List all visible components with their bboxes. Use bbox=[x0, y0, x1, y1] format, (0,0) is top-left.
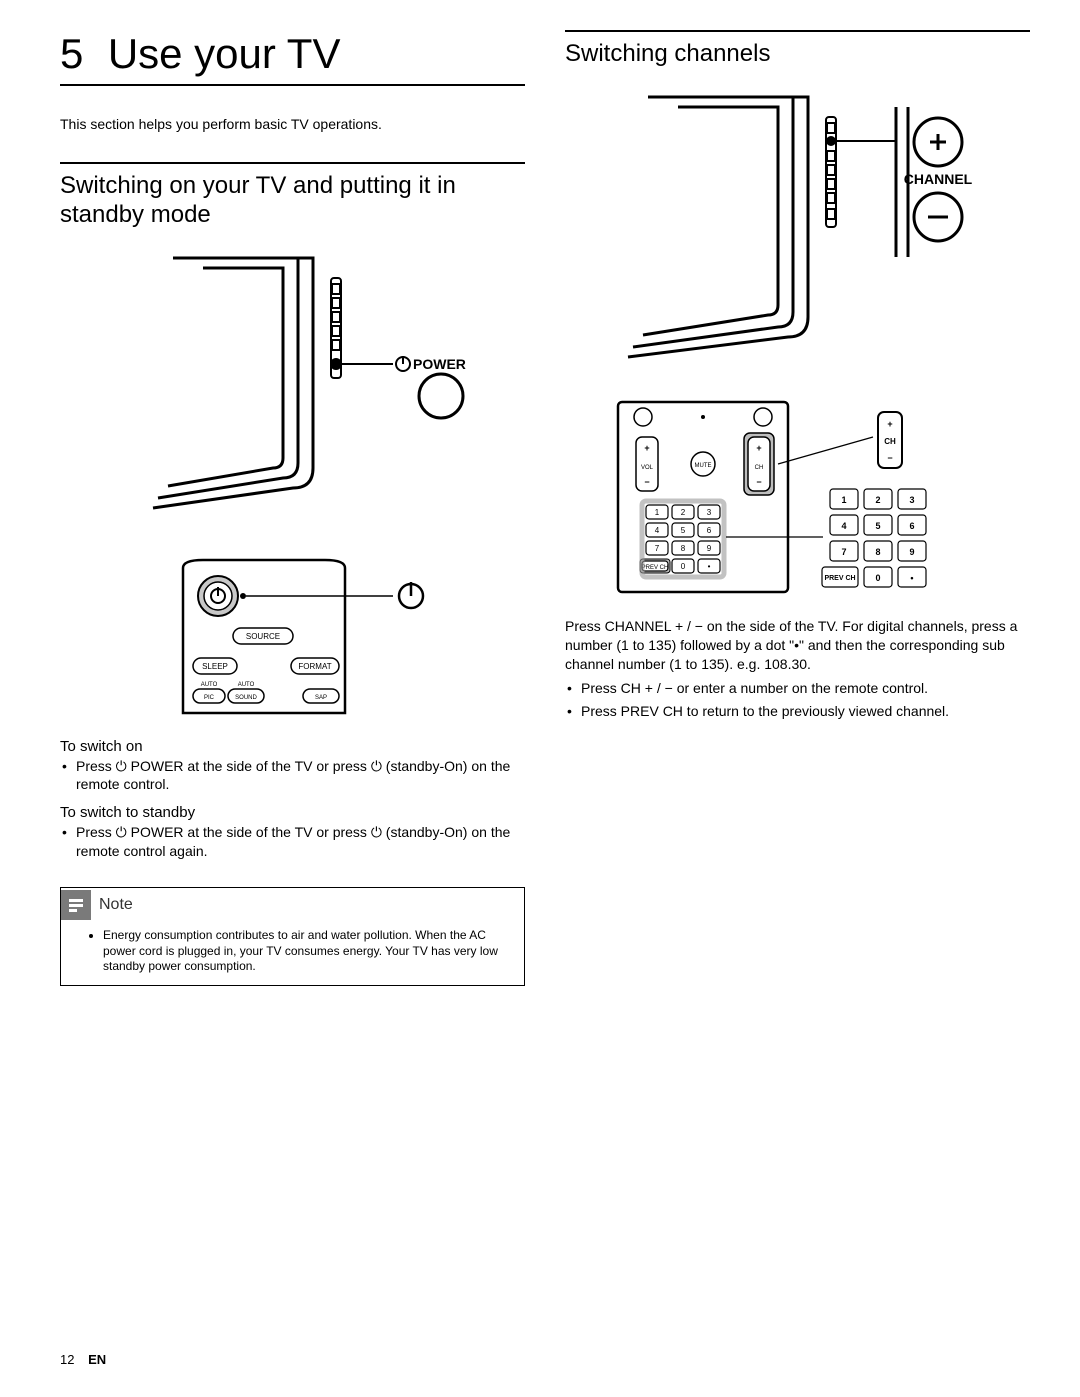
svg-text:PREV CH: PREV CH bbox=[641, 565, 668, 571]
svg-text:−: − bbox=[756, 477, 761, 487]
svg-text:4: 4 bbox=[654, 526, 659, 535]
svg-text:•: • bbox=[910, 573, 913, 583]
remote-power-diagram: SOURCE SLEEP FORMAT AUTO PIC AUTO SOUND … bbox=[60, 558, 525, 718]
svg-text:2: 2 bbox=[875, 495, 880, 505]
standby-list: Press ⏻ POWER at the side of the TV or p… bbox=[60, 823, 525, 861]
svg-text:−: − bbox=[644, 477, 649, 487]
svg-text:•: • bbox=[707, 562, 710, 571]
svg-text:4: 4 bbox=[841, 521, 846, 531]
channel-bullet-1: Press CH + / − or enter a number on the … bbox=[581, 679, 1030, 698]
svg-text:AUTO: AUTO bbox=[237, 682, 254, 688]
svg-text:2: 2 bbox=[680, 508, 685, 517]
svg-text:9: 9 bbox=[706, 544, 711, 553]
standby-item: Press ⏻ POWER at the side of the TV or p… bbox=[76, 823, 525, 861]
left-column: 5 Use your TV This section helps you per… bbox=[60, 30, 525, 986]
svg-text:0: 0 bbox=[680, 562, 685, 571]
channel-bullet-2: Press PREV CH to return to the previousl… bbox=[581, 702, 1030, 721]
svg-text:CH: CH bbox=[884, 437, 896, 446]
svg-text:3: 3 bbox=[706, 508, 711, 517]
svg-text:3: 3 bbox=[909, 495, 914, 505]
svg-text:SLEEP: SLEEP bbox=[202, 662, 228, 671]
page-number: 12 bbox=[60, 1352, 74, 1367]
section-title-standby: Switching on your TV and putting it in s… bbox=[60, 162, 525, 230]
svg-text:+: + bbox=[756, 443, 761, 453]
svg-text:+: + bbox=[887, 419, 892, 429]
svg-text:+: + bbox=[644, 443, 649, 453]
svg-text:PREV CH: PREV CH bbox=[824, 575, 855, 582]
tv-channel-diagram: CHANNEL bbox=[565, 87, 1030, 377]
svg-text:CH: CH bbox=[754, 465, 763, 471]
switch-on-item: Press ⏻ POWER at the side of the TV or p… bbox=[76, 757, 525, 795]
svg-text:7: 7 bbox=[841, 547, 846, 557]
power-label: POWER bbox=[413, 356, 466, 372]
note-body-text: Energy consumption contributes to air an… bbox=[103, 928, 510, 975]
svg-text:SAP: SAP bbox=[314, 695, 326, 701]
channel-body: Press CHANNEL + / − on the side of the T… bbox=[565, 617, 1030, 674]
svg-text:9: 9 bbox=[909, 547, 914, 557]
switch-on-list: Press ⏻ POWER at the side of the TV or p… bbox=[60, 757, 525, 795]
standby-head: To switch to standby bbox=[60, 804, 525, 821]
svg-text:0: 0 bbox=[875, 573, 880, 583]
remote-channel-diagram: + VOL − MUTE + CH − 1 2 3 4 5 bbox=[565, 397, 1030, 597]
chapter-header: 5 Use your TV bbox=[60, 30, 525, 86]
svg-text:MUTE: MUTE bbox=[694, 463, 711, 469]
svg-text:6: 6 bbox=[706, 526, 711, 535]
svg-text:6: 6 bbox=[909, 521, 914, 531]
right-column: Switching channels bbox=[565, 30, 1030, 986]
svg-text:7: 7 bbox=[654, 544, 659, 553]
tv-power-diagram: POWER bbox=[60, 248, 525, 538]
channel-list: Press CH + / − or enter a number on the … bbox=[565, 679, 1030, 721]
intro-text: This section helps you perform basic TV … bbox=[60, 116, 525, 132]
svg-text:1: 1 bbox=[841, 495, 846, 505]
chapter-number: 5 bbox=[60, 30, 83, 78]
svg-text:PIC: PIC bbox=[203, 695, 214, 701]
svg-text:1: 1 bbox=[654, 508, 659, 517]
svg-text:AUTO: AUTO bbox=[200, 682, 217, 688]
svg-text:8: 8 bbox=[875, 547, 880, 557]
note-icon bbox=[61, 890, 91, 920]
svg-text:SOURCE: SOURCE bbox=[245, 632, 279, 641]
svg-text:FORMAT: FORMAT bbox=[298, 662, 331, 671]
svg-text:VOL: VOL bbox=[640, 465, 653, 471]
section-title-channels: Switching channels bbox=[565, 30, 1030, 69]
svg-text:5: 5 bbox=[680, 526, 685, 535]
switch-on-head: To switch on bbox=[60, 738, 525, 755]
svg-text:SOUND: SOUND bbox=[235, 695, 257, 701]
svg-text:8: 8 bbox=[680, 544, 685, 553]
page-footer: 12 EN bbox=[60, 1352, 106, 1367]
svg-text:−: − bbox=[887, 453, 892, 463]
note-label: Note bbox=[99, 896, 133, 914]
page-lang: EN bbox=[88, 1352, 106, 1367]
chapter-title: Use your TV bbox=[108, 30, 341, 78]
note-box: Note Energy consumption contributes to a… bbox=[60, 887, 525, 986]
svg-text:5: 5 bbox=[875, 521, 880, 531]
svg-text:CHANNEL: CHANNEL bbox=[903, 171, 972, 187]
